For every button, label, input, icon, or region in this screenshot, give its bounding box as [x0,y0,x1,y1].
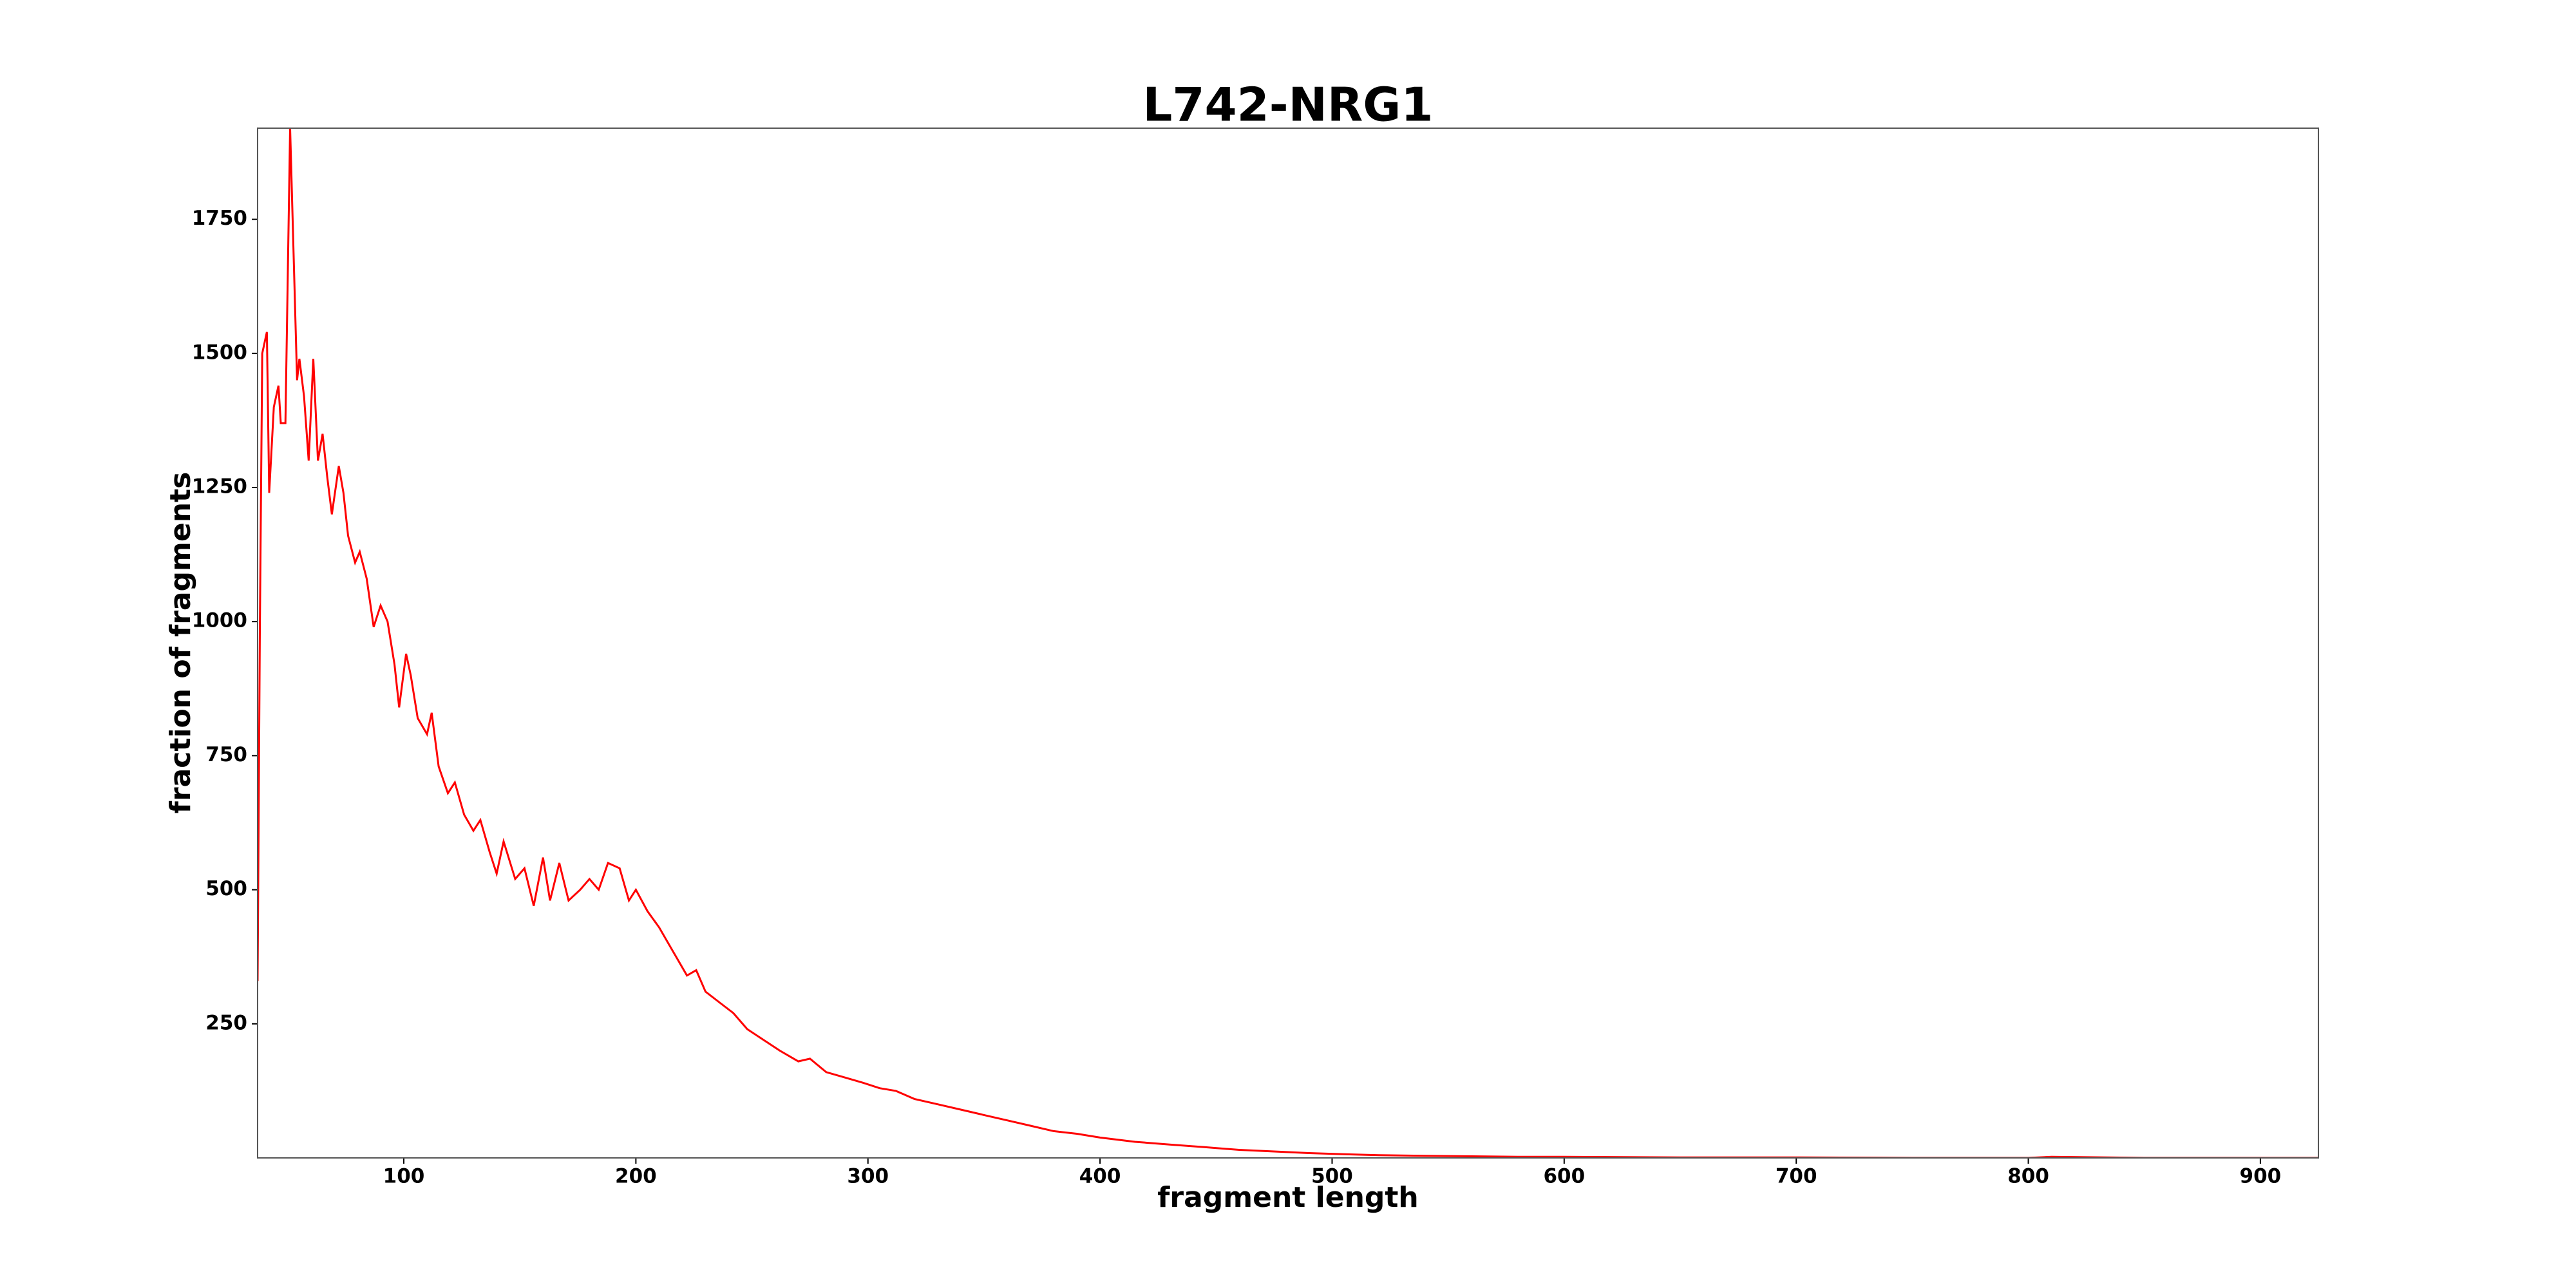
y-axis-label: fraction of fragments [164,472,197,814]
y-tick-label: 1500 [192,341,247,364]
plot-frame [257,128,2319,1159]
chart-title: L742-NRG1 [1143,78,1434,132]
y-tick-label: 1750 [192,207,247,230]
y-tick-label: 1000 [192,609,247,632]
x-tick-label: 100 [383,1165,425,1188]
x-tick-label: 500 [1311,1165,1353,1188]
x-tick-label: 700 [1776,1165,1817,1188]
x-axis-label: fragment length [1157,1181,1419,1214]
data-line [258,128,2318,1158]
y-tick-label: 250 [205,1011,247,1034]
y-tick-label: 750 [205,743,247,766]
x-tick-label: 300 [847,1165,889,1188]
x-tick-label: 900 [2240,1165,2282,1188]
x-tick-label: 200 [615,1165,657,1188]
y-tick-label: 1250 [192,475,247,498]
x-tick-label: 800 [2007,1165,2049,1188]
y-tick-label: 500 [205,877,247,900]
x-tick-label: 600 [1543,1165,1585,1188]
x-tick-label: 400 [1079,1165,1121,1188]
